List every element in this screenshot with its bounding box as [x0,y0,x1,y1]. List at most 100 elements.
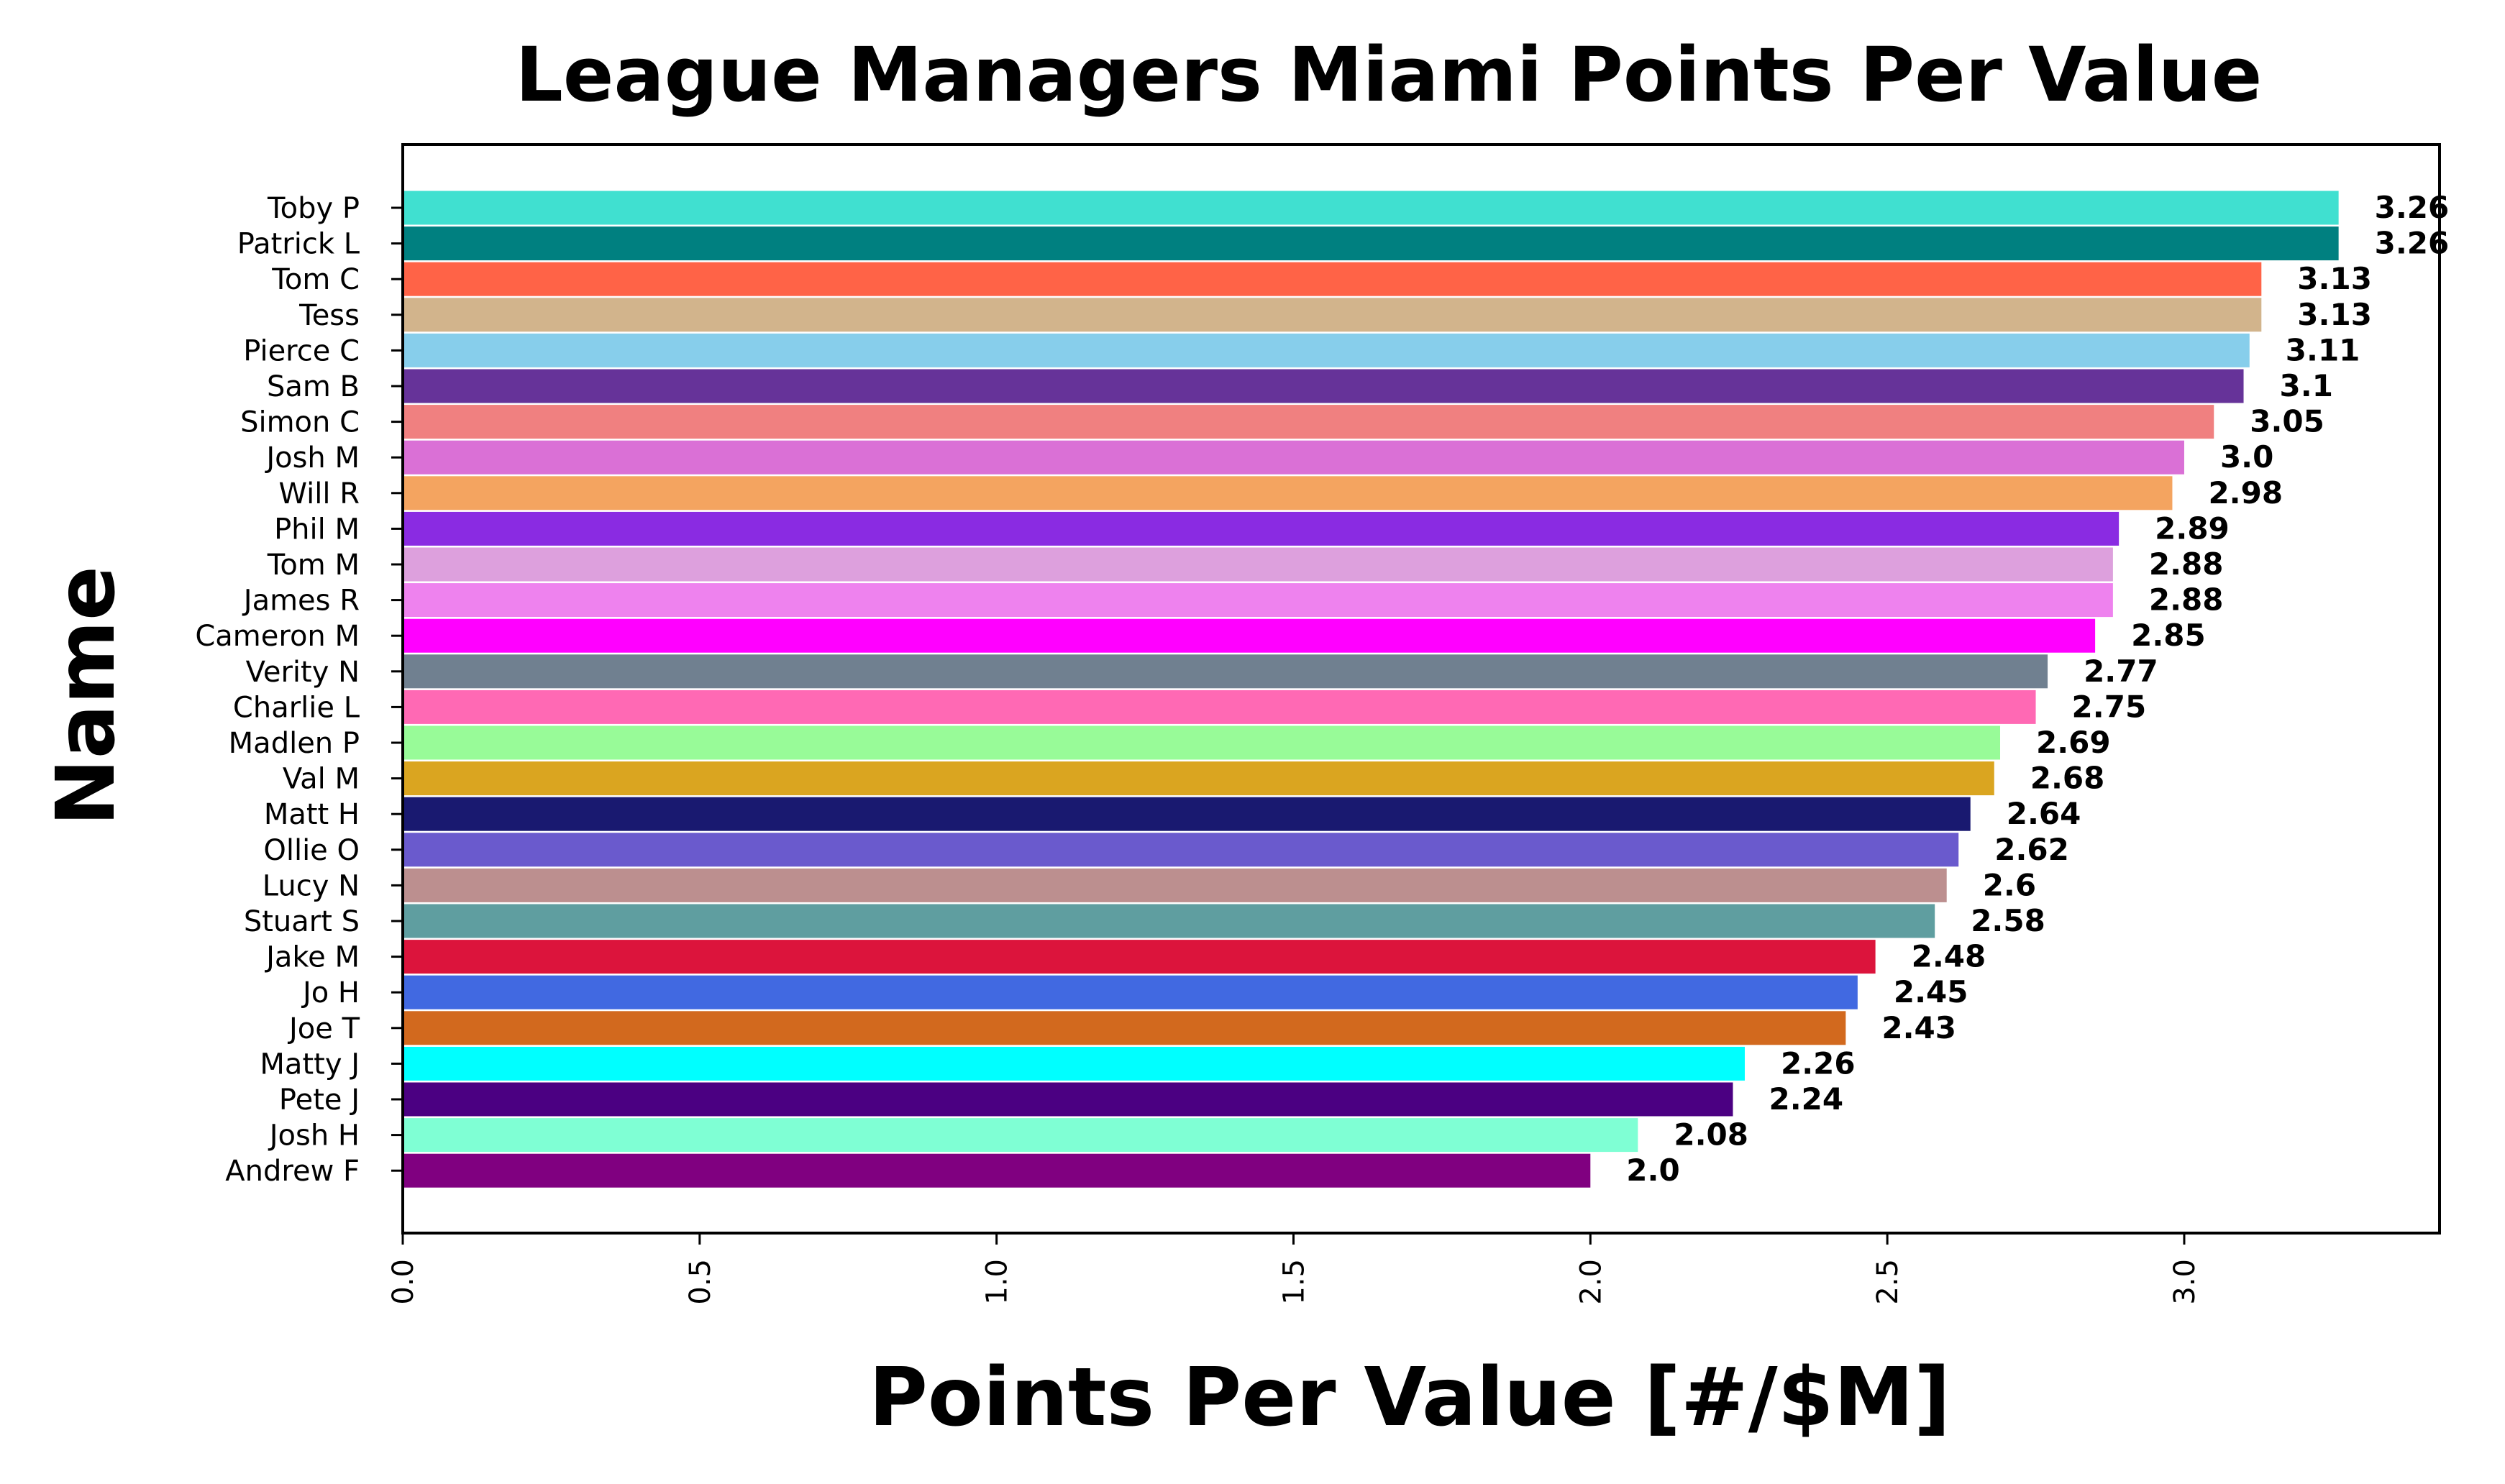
bar-phil-m [403,511,2120,546]
bar-madlen-p [403,725,2001,760]
x-tick-label: 1.0 [981,1259,1014,1305]
y-tick-label: Simon C [240,406,360,439]
y-tick-label: Josh M [264,441,360,475]
value-label: 2.89 [2155,510,2230,546]
value-label: 3.13 [2297,297,2372,332]
y-tick-label: Cameron M [195,620,360,653]
value-label: 2.26 [1781,1045,1856,1081]
bar-james-r [403,583,2113,618]
chart-title: League Managers Miami Points Per Value [516,31,2263,119]
y-tick-label: Tess [298,299,360,332]
y-tick-label: Val M [283,763,360,796]
x-ticks: 0.0 0.5 1.0 1.5 2.0 2.5 3.0 [387,1233,2201,1305]
value-label: 2.68 [2030,761,2105,796]
bar-verity-n [403,654,2048,689]
bar-ollie-o [403,833,1959,867]
y-tick-label: Verity N [246,656,360,689]
y-tick-label: Lucy N [263,869,360,902]
y-axis-label: Name [40,566,133,826]
value-label: 3.1 [2280,368,2333,403]
value-label: 2.08 [1674,1117,1748,1153]
value-label: 2.62 [1994,832,2069,867]
y-tick-label: Jake M [264,941,360,974]
y-tick-label: Madlen P [229,727,360,760]
x-tick-label: 2.0 [1574,1259,1607,1305]
bar-jake-m [403,940,1876,974]
value-label: 3.05 [2250,404,2324,439]
bar-simon-c [403,405,2214,439]
value-label: 2.45 [1894,974,1968,1009]
value-label: 2.48 [1912,939,1986,974]
bar-matty-j [403,1046,1745,1081]
bar-pierce-c [403,333,2250,367]
x-tick-label: 0.5 [684,1259,717,1305]
y-tick-label: Josh H [268,1119,360,1153]
bar-josh-h [403,1118,1638,1153]
value-label: 2.43 [1881,1010,1956,1045]
value-label: 2.6 [1983,867,2036,902]
bar-joe-t [403,1011,1846,1045]
y-tick-label: Ollie O [263,834,360,867]
y-tick-label: Charlie L [233,691,360,724]
bar-tom-c [403,262,2262,296]
bar-cameron-m [403,618,2096,653]
bar-jo-h [403,975,1858,1009]
bar-charlie-l [403,690,2036,724]
y-tick-label: Phil M [274,513,360,546]
value-label: 2.88 [2149,582,2224,618]
value-label: 3.0 [2220,439,2273,475]
x-tick-label: 1.5 [1277,1259,1310,1305]
y-tick-label: Tom M [267,549,360,582]
bar-matt-h [403,797,1971,831]
x-axis-label: Points Per Value [#/$M] [869,1351,1950,1444]
bar-toby-p [403,191,2339,225]
value-label: 2.85 [2131,618,2206,653]
value-label: 3.26 [2375,226,2450,261]
y-tick-label: Joe T [287,1012,360,1045]
y-tick-label: Jo H [301,976,360,1009]
value-label: 2.98 [2208,475,2283,510]
x-tick-label: 0.0 [387,1259,420,1305]
value-label: 2.88 [2149,546,2224,582]
y-tick-label: Toby P [267,192,360,225]
y-tick-label: Pete J [279,1084,360,1117]
y-tick-label: James R [242,585,360,618]
bars-layer [403,191,2339,1188]
value-label: 2.24 [1769,1081,1843,1117]
bar-val-m [403,761,1994,796]
bar-tess [403,298,2262,332]
value-label: 2.64 [2007,796,2081,831]
value-label: 3.13 [2297,261,2372,296]
y-tick-label: Patrick L [237,228,360,261]
bar-andrew-f [403,1153,1591,1188]
y-tick-label: Stuart S [244,905,360,938]
y-tick-label: Tom C [271,263,360,296]
bar-patrick-l [403,226,2339,261]
y-tick-label: Matty J [260,1048,360,1081]
value-label: 2.77 [2084,654,2158,689]
bar-tom-m [403,547,2113,582]
value-label: 2.75 [2072,689,2147,724]
bar-pete-j [403,1082,1733,1117]
value-label: 2.0 [1626,1153,1679,1188]
bar-lucy-n [403,868,1947,902]
value-label: 2.58 [1971,903,2045,938]
y-tick-label: Matt H [264,798,360,831]
x-tick-label: 3.0 [2168,1259,2201,1305]
value-label: 2.69 [2036,725,2111,760]
y-tick-label: Andrew F [225,1155,360,1188]
plot-frame [401,143,2441,1235]
x-tick-label: 2.5 [1871,1259,1904,1305]
bar-josh-m [403,440,2184,475]
value-label: 3.11 [2286,332,2360,367]
bar-sam-b [403,369,2244,403]
bar-stuart-s [403,904,1935,938]
y-tick-label: Sam B [267,370,360,403]
value-labels: 3.263.263.133.133.113.13.053.02.982.892.… [1626,190,2449,1188]
value-label: 3.26 [2375,190,2450,225]
bar-will-r [403,476,2173,510]
y-tick-label: Will R [278,477,360,510]
y-tick-label: Pierce C [243,334,360,367]
